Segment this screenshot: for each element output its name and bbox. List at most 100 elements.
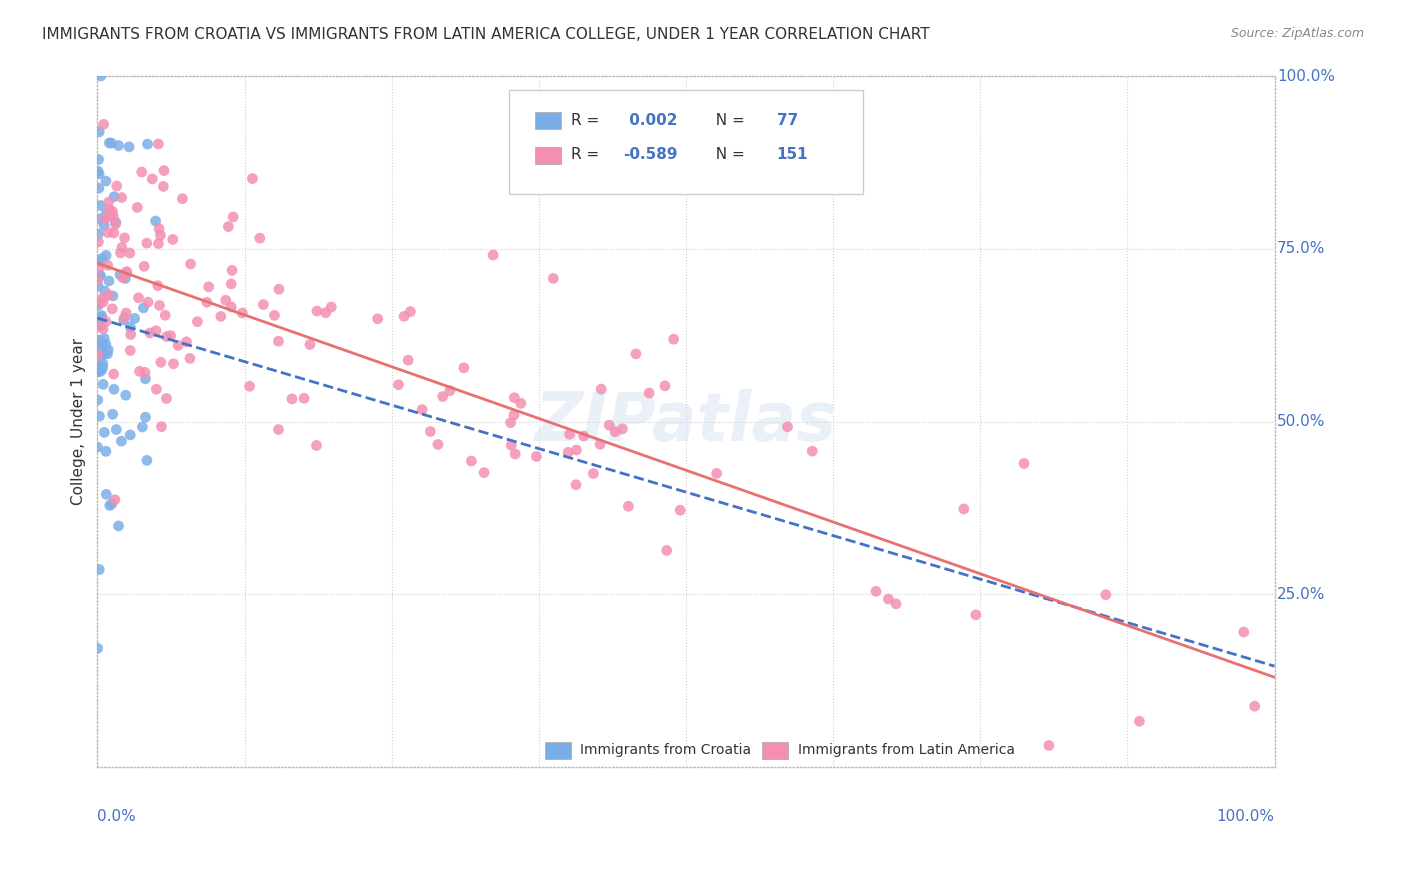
Point [87,261,110,276]
Point [100,136,122,150]
Point [90,363,112,377]
Point [120,343,142,358]
Point [558,427,581,442]
Point [91,291,114,305]
Point [114,231,136,245]
Point [101,204,124,219]
Point [426,437,449,451]
Point [90,318,112,333]
Point [87,362,110,376]
Point [90,198,112,212]
Point [139,326,162,340]
FancyBboxPatch shape [544,741,571,759]
Point [87,298,110,312]
Point [90,350,112,364]
Point [103,210,125,224]
Point [197,280,219,294]
Point [114,271,136,285]
Point [112,310,135,325]
Point [267,282,290,296]
Point [104,217,127,231]
Point [94,207,117,221]
Point [146,278,169,293]
Point [105,422,128,436]
Text: 0.0%: 0.0% [97,809,136,823]
Point [98,136,121,150]
Point [501,438,523,452]
Point [128,364,150,378]
Point [101,497,124,511]
Point [148,136,170,151]
Point [89,125,111,139]
Point [107,138,129,153]
Point [411,402,433,417]
Point [120,327,142,342]
Point [239,379,262,393]
Point [87,319,110,334]
Point [136,137,159,152]
Point [460,454,482,468]
Point [94,314,117,328]
Point [503,447,526,461]
Point [96,248,118,262]
Point [543,271,565,285]
Point [589,437,612,451]
Point [93,347,115,361]
Point [118,140,141,154]
Point [292,391,315,405]
Point [87,153,110,167]
Point [91,295,114,310]
Point [94,284,117,298]
Point [148,221,170,235]
Point [87,364,110,378]
FancyBboxPatch shape [762,741,789,759]
Point [387,377,409,392]
Point [159,328,181,343]
Point [91,357,114,371]
Text: -0.589: -0.589 [624,147,678,162]
Point [112,313,135,327]
Point [93,211,115,226]
Text: 50.0%: 50.0% [1277,414,1326,429]
Point [162,232,184,246]
Point [186,315,208,329]
Point [96,487,118,501]
Point [90,69,112,83]
Point [298,337,321,351]
Point [565,443,588,458]
Point [321,300,343,314]
Point [557,445,579,459]
Point [110,246,132,260]
Point [392,310,415,324]
Text: R =: R = [571,112,603,128]
Point [111,270,134,285]
Point [281,392,304,406]
Point [242,171,264,186]
Point [90,254,112,268]
Point [89,296,111,310]
Point [877,592,900,607]
Point [472,466,495,480]
Point [127,291,149,305]
Point [965,607,987,622]
Point [180,257,202,271]
Point [591,382,613,396]
Point [104,215,127,229]
Point [155,392,177,406]
Point [93,332,115,346]
Point [91,252,114,266]
Point [118,246,141,260]
Point [1128,714,1150,729]
FancyBboxPatch shape [536,112,561,129]
Point [655,543,678,558]
Point [801,444,824,458]
Point [87,164,110,178]
Point [598,418,620,433]
Y-axis label: College, Under 1 year: College, Under 1 year [72,338,86,505]
Point [120,320,142,334]
Point [91,322,114,336]
Text: Immigrants from Latin America: Immigrants from Latin America [797,743,1015,757]
Point [90,336,112,351]
Point [87,235,110,249]
Point [131,420,153,434]
